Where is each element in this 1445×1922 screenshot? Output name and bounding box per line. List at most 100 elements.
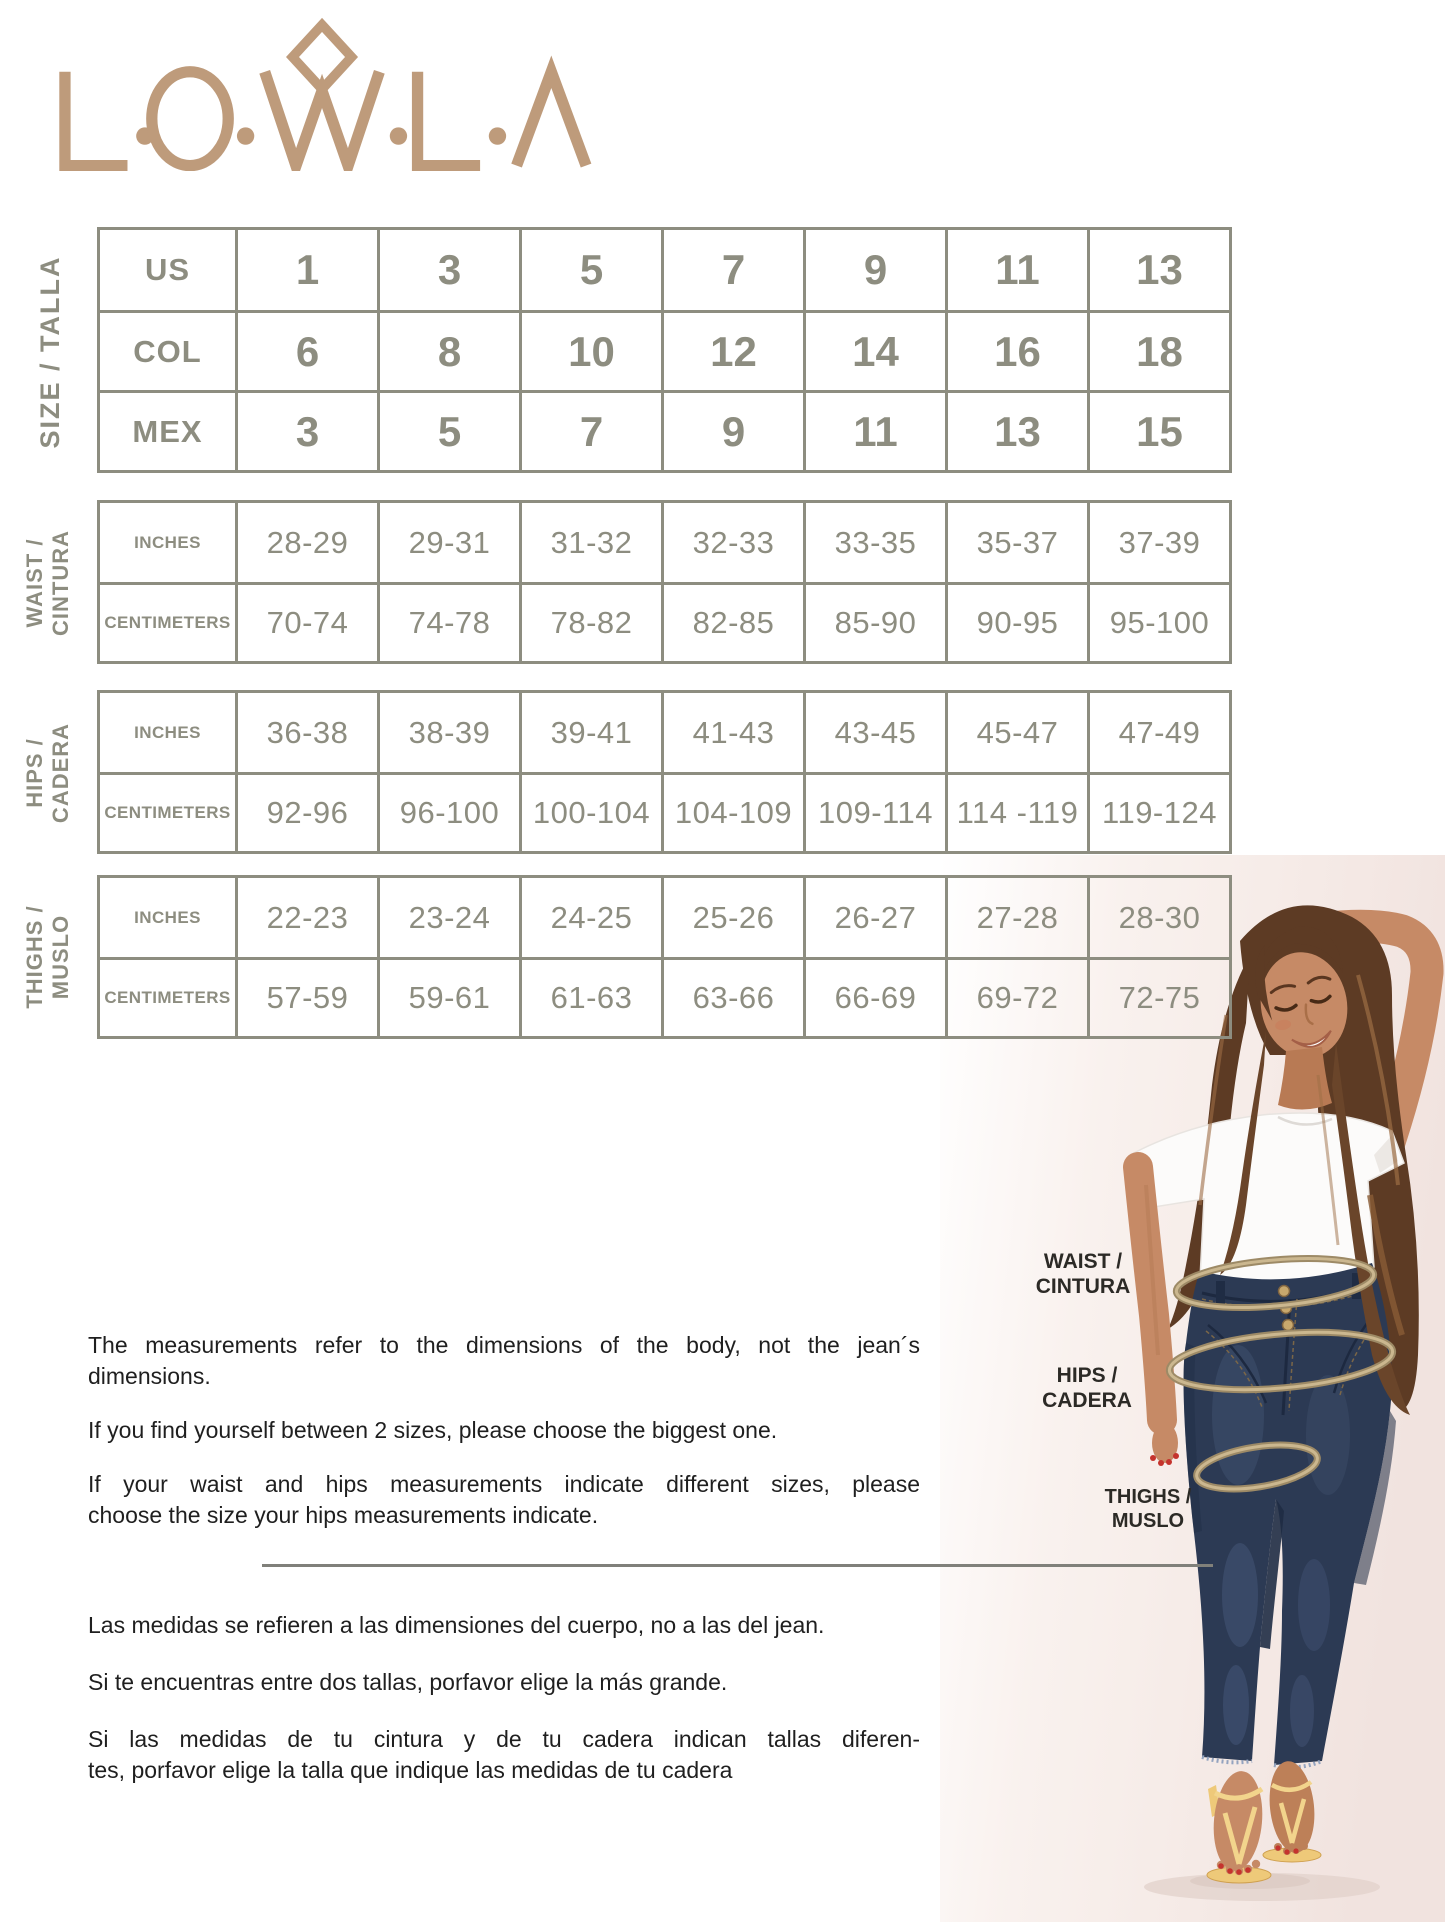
table-cell: 33-35 (803, 503, 945, 582)
table-cell: 29-31 (377, 503, 519, 582)
note-line: Si las medidas de tu cintura y de tu cad… (88, 1726, 920, 1752)
row-header: CENTIMETERS (100, 957, 235, 1036)
red-fingernails (1173, 1453, 1179, 1459)
table-cell: 104-109 (661, 772, 803, 851)
row-header: INCHES (134, 722, 201, 742)
row-header: INCHES (134, 532, 201, 552)
table-cell: 7 (519, 390, 661, 470)
table-cell: 13 (1087, 230, 1229, 310)
row-header: COL (100, 310, 235, 390)
table-cell: 27-28 (945, 878, 1087, 957)
face (1255, 926, 1348, 1058)
nose (1304, 1003, 1314, 1026)
table-cell: 9 (803, 230, 945, 310)
table-cell: 37-39 (1087, 503, 1229, 582)
table-cell: 36-38 (235, 693, 377, 772)
table-cell: 31-32 (519, 503, 661, 582)
note-paragraph: If you find yourself between 2 sizes, pl… (88, 1415, 920, 1446)
table-cell: 24-25 (519, 878, 661, 957)
thighs-table: INCHES 22-23 23-24 24-25 25-26 26-27 27-… (97, 875, 1232, 1039)
jean-button (1277, 1284, 1291, 1298)
table-cell: 32-33 (661, 503, 803, 582)
back-foot-sandal (1262, 1761, 1322, 1863)
red-fingernails (1166, 1459, 1172, 1465)
table-cell: 100-104 (519, 772, 661, 851)
measurement-rings (1165, 1255, 1397, 1493)
logo-dot (389, 127, 408, 145)
note-line: Si te encuentras entre dos tallas, porfa… (88, 1669, 728, 1695)
table-cell: 8 (377, 310, 519, 390)
eyebrows (1269, 975, 1332, 994)
table-cell: 96-100 (377, 772, 519, 851)
waist-ring-label: WAIST / CINTURA (1018, 1249, 1148, 1299)
closed-eyes (1274, 994, 1332, 1012)
table-cell: 69-72 (945, 957, 1087, 1036)
table-cell: 11 (945, 230, 1087, 310)
model-illustration (940, 855, 1445, 1922)
note-line: The measurements refer to the dimensions… (88, 1332, 920, 1358)
table-cell: 6 (235, 310, 377, 390)
model-photo: WAIST / CINTURA HIPS / CADERA THIGHS / M… (940, 855, 1445, 1922)
table-cell: 70-74 (235, 582, 377, 661)
table-cell: 92-96 (235, 772, 377, 851)
table-cell: 14 (803, 310, 945, 390)
size-table: US 1 3 5 7 9 11 13 COL 6 8 10 12 14 16 1… (97, 227, 1232, 473)
table-cell: 23-24 (377, 878, 519, 957)
row-header: CENTIMETERS (100, 772, 235, 851)
table-cell: 57-59 (235, 957, 377, 1036)
table-cell: 18 (1087, 310, 1229, 390)
row-header: MEX (100, 390, 235, 470)
table-cell: 85-90 (803, 582, 945, 661)
side-label-line: HIPS / (22, 738, 47, 808)
note-paragraph: Si las medidas de tu cintura y de tu cad… (88, 1724, 920, 1786)
table-cell: 5 (519, 230, 661, 310)
table-cell: 1 (235, 230, 377, 310)
notes-spanish: Las medidas se refieren a las dimensione… (88, 1610, 920, 1812)
table-cell: 63-66 (661, 957, 803, 1036)
table-cell: 26-27 (803, 878, 945, 957)
table-cell: 61-63 (519, 957, 661, 1036)
note-line: choose the size your hips measurements i… (88, 1502, 599, 1528)
side-label-line: CADERA (48, 722, 73, 824)
frayed-hem (1201, 1755, 1253, 1765)
table-cell: 35-37 (945, 503, 1087, 582)
table-cell: 9 (661, 390, 803, 470)
label-line: THIGHS / (1104, 1486, 1192, 1508)
table-cell: 41-43 (661, 693, 803, 772)
table-cell: 3 (235, 390, 377, 470)
thighs-ring (1193, 1441, 1321, 1493)
label-line: HIPS / (1056, 1364, 1118, 1387)
table-cell: 45-47 (945, 693, 1087, 772)
note-line: tes, porfavor elige la talla que indique… (88, 1757, 733, 1783)
waist-ring (1172, 1255, 1378, 1311)
table-cell: 74-78 (377, 582, 519, 661)
table-cell: 95-100 (1087, 582, 1229, 661)
neck (1278, 1047, 1332, 1110)
logo-letter-o (146, 66, 234, 171)
table-cell: 16 (945, 310, 1087, 390)
table-cell: 25-26 (661, 878, 803, 957)
row-header: INCHES (134, 907, 201, 927)
table-cell: 66-69 (803, 957, 945, 1036)
table-cell: 10 (519, 310, 661, 390)
note-paragraph: The measurements refer to the dimensions… (88, 1330, 920, 1392)
label-line: MUSLO (1111, 1510, 1185, 1532)
table-cell: 3 (377, 230, 519, 310)
red-fingernails (1158, 1460, 1164, 1466)
thighs-table-side-label: THIGHS / MUSLO (22, 857, 74, 1057)
row-header: US (144, 252, 191, 287)
red-toenails (1218, 1863, 1224, 1869)
hips-ring (1165, 1328, 1397, 1394)
waist-table: INCHES 28-29 29-31 31-32 32-33 33-35 35-… (97, 500, 1232, 664)
label-line: CINTURA (1035, 1275, 1131, 1298)
hips-ring-label: HIPS / CADERA (1022, 1363, 1152, 1413)
table-cell: 90-95 (945, 582, 1087, 661)
jean-button (1281, 1318, 1295, 1332)
thighs-ring-label: THIGHS / MUSLO (1098, 1485, 1198, 1533)
table-cell: 39-41 (519, 693, 661, 772)
note-line: dimensions. (88, 1363, 211, 1389)
smile (1291, 1030, 1332, 1048)
red-toenails (1245, 1867, 1251, 1873)
note-paragraph: If your waist and hips measurements indi… (88, 1469, 920, 1531)
